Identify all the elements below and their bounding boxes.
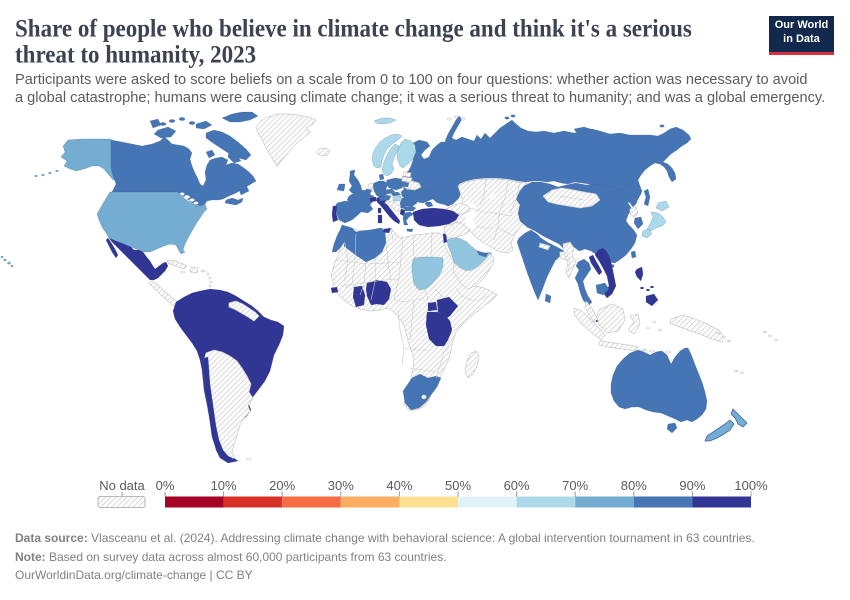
svg-text:30%: 30% xyxy=(328,478,354,493)
svg-text:10%: 10% xyxy=(211,478,237,493)
svg-text:60%: 60% xyxy=(504,478,530,493)
svg-text:50%: 50% xyxy=(445,478,471,493)
svg-text:No data: No data xyxy=(99,478,145,493)
svg-text:70%: 70% xyxy=(562,478,588,493)
svg-text:0%: 0% xyxy=(156,478,175,493)
svg-text:90%: 90% xyxy=(679,478,705,493)
svg-text:80%: 80% xyxy=(621,478,647,493)
svg-text:40%: 40% xyxy=(386,478,412,493)
svg-text:100%: 100% xyxy=(734,478,768,493)
svg-text:20%: 20% xyxy=(269,478,295,493)
